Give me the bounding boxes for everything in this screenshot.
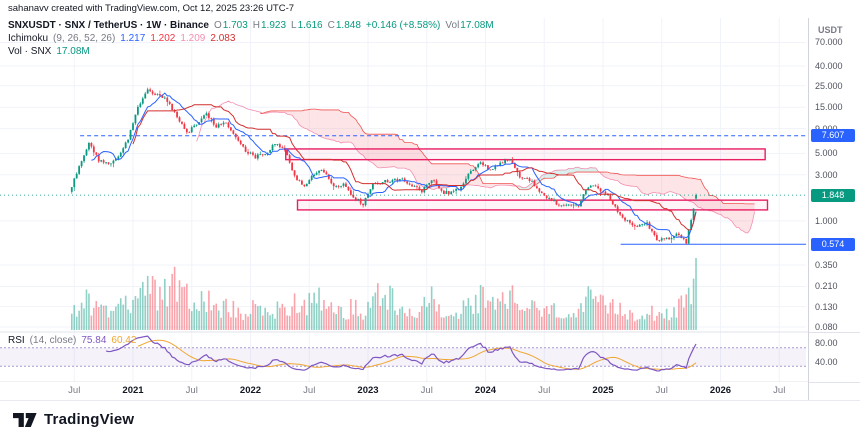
time-axis-label: 2025 <box>592 385 614 396</box>
volume-name: Vol · SNX <box>8 46 52 57</box>
symbol-legend-row[interactable]: SNXUSDT · SNX / TetherUS · 1W · Binance … <box>8 19 494 32</box>
price-axis-label: 15.000 <box>815 102 843 113</box>
tradingview-wordmark[interactable]: TradingView <box>44 411 135 428</box>
axis-separator <box>809 382 860 383</box>
price-axis-label: 25.000 <box>815 80 843 91</box>
footer-bar: TradingView <box>0 400 860 438</box>
time-axis-label: Jul <box>773 385 786 396</box>
time-axis-label: 2022 <box>239 385 262 396</box>
time-axis-label: 2024 <box>474 385 497 396</box>
time-axis-label: Jul <box>420 385 433 396</box>
price-axis-label: 70.000 <box>815 37 843 48</box>
rsi-ma-value: 60.42 <box>111 335 137 346</box>
ichimoku-params: (9, 26, 52, 26) <box>53 33 116 44</box>
ichimoku-legend-row[interactable]: Ichimoku (9, 26, 52, 26) 1.217 1.202 1.2… <box>8 32 494 45</box>
time-axis-label: 2023 <box>357 385 379 396</box>
rsi-params: (14, close) <box>29 335 77 346</box>
price-axis-label: 0.080 <box>815 321 838 332</box>
ohlc-low: L1.616 <box>291 20 323 31</box>
ohlc-close: C1.848 <box>327 20 361 31</box>
legend-overlay: SNXUSDT · SNX / TetherUS · 1W · Binance … <box>8 19 494 58</box>
rsi-legend-row[interactable]: RSI (14, close) 75.84 60.42 <box>8 335 136 347</box>
price-change: +0.146 (+8.58%) <box>365 20 441 31</box>
ichimoku-value-conversion: 1.217 <box>120 33 146 44</box>
price-badge-7.607: 7.607 <box>811 129 855 143</box>
ichimoku-value-base: 1.202 <box>150 33 176 44</box>
ohlc-open: O1.703 <box>213 20 248 31</box>
ohlc-high: H1.923 <box>252 20 287 31</box>
time-axis-label: Jul <box>303 385 316 396</box>
tradingview-logo-icon[interactable] <box>13 410 37 430</box>
chart-canvas[interactable]: SNXUSDT · SNX / TetherUS · 1W · Binance … <box>0 18 808 400</box>
axis-currency-label: USDT <box>818 25 843 35</box>
time-axis-label: Jul <box>655 385 668 396</box>
volume-legend-row[interactable]: Vol · SNX 17.08M <box>8 45 494 58</box>
rsi-axis-label: 80.00 <box>815 338 838 349</box>
price-axis-label: 0.130 <box>815 301 838 312</box>
price-axis-label: 1.000 <box>815 215 838 226</box>
price-axis-label: 0.210 <box>815 281 838 292</box>
price-axis-label: 3.000 <box>815 169 838 180</box>
price-axis-label: 9.000 <box>815 124 838 134</box>
rsi-name: RSI <box>8 335 25 346</box>
time-axis-label: Jul <box>185 385 198 396</box>
symbol-title: SNXUSDT · SNX / TetherUS · 1W · Binance <box>8 20 209 31</box>
price-axis[interactable]: USDT 70.000 40.000 25.000 15.000 9.000 5.000 3… <box>808 18 860 400</box>
chart-svg <box>0 18 808 383</box>
axis-separator <box>809 332 860 333</box>
volume-inline: Vol17.08M <box>445 20 494 31</box>
price-axis-label: 5.000 <box>815 148 838 159</box>
watermark-text: sahanavv created with TradingView.com, O… <box>8 3 295 14</box>
rsi-value: 75.84 <box>81 335 107 346</box>
ichimoku-value-leadb: 2.083 <box>210 33 236 44</box>
price-badge-0.574: 0.574 <box>811 237 855 251</box>
time-axis-label: Jul <box>538 385 551 396</box>
price-badge-1.848: 1.848 <box>811 188 855 202</box>
ichimoku-name: Ichimoku <box>8 33 49 44</box>
price-axis-label: 0.350 <box>815 260 838 270</box>
time-axis-label: 2021 <box>122 385 144 396</box>
ichimoku-value-leada: 1.209 <box>180 33 206 44</box>
time-axis-label: Jul <box>68 385 81 396</box>
time-axis-label: 2026 <box>709 385 732 396</box>
volume-value: 17.08M <box>56 46 90 57</box>
price-axis-label: 40.000 <box>815 61 843 71</box>
rsi-axis-label: 40.00 <box>815 356 838 367</box>
time-axis[interactable]: Jul 2021 Jul 2022 Jul 2023 Jul 2024 Jul 2025 Jul 20… <box>0 382 808 400</box>
